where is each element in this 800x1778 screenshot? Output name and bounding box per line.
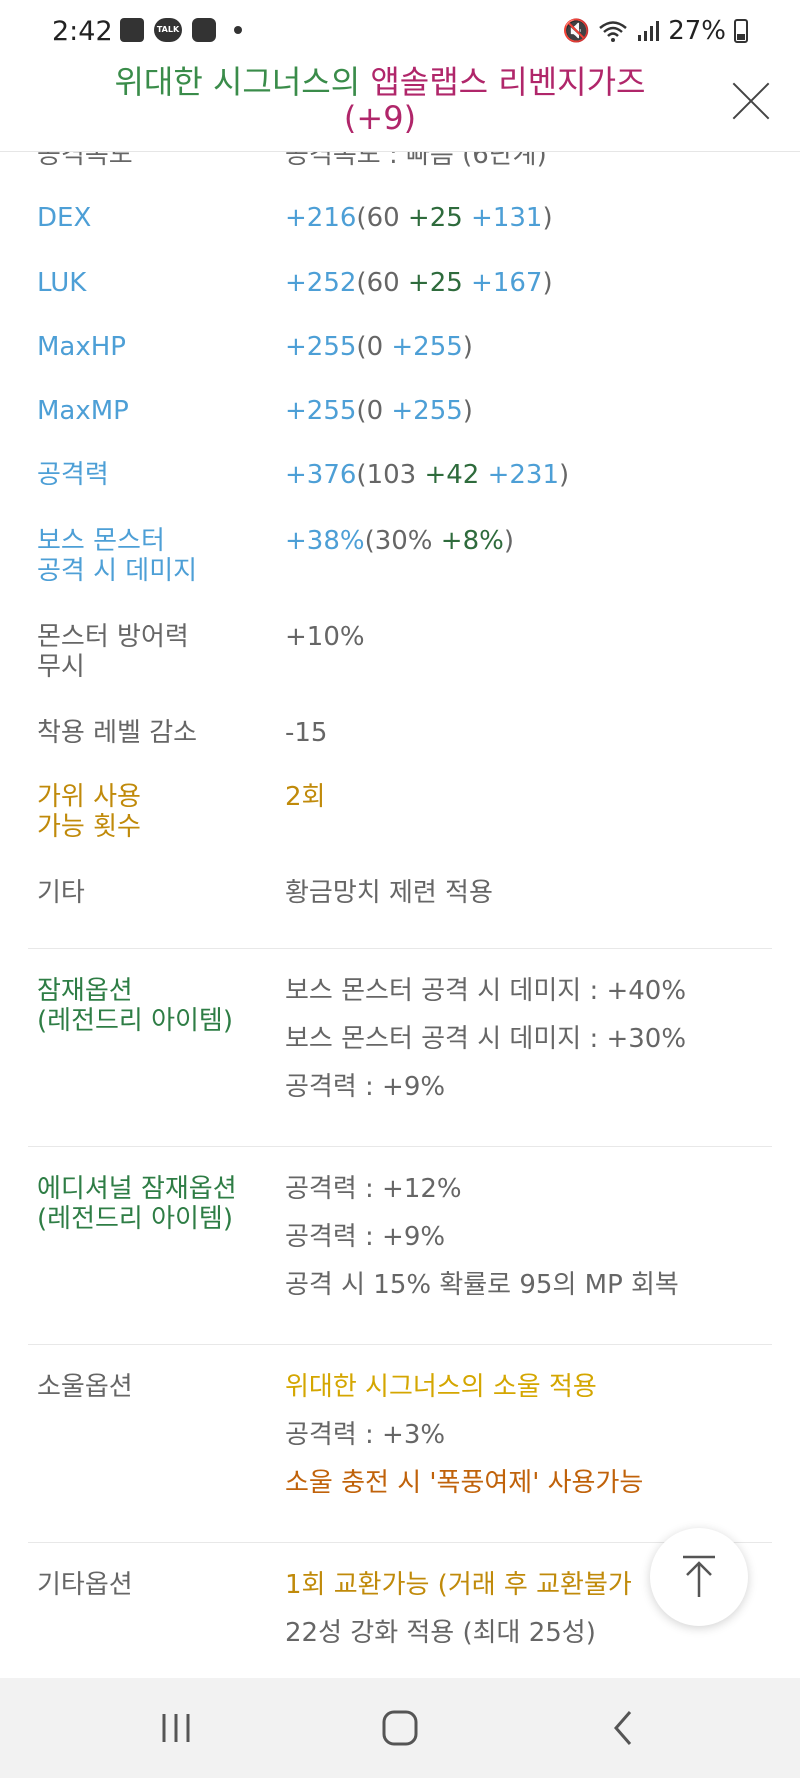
divider	[28, 948, 772, 949]
stat-total: +252	[285, 268, 357, 298]
scroll-to-top-button[interactable]	[650, 1528, 748, 1626]
system-icons: 🔇 27%	[563, 16, 748, 46]
stat-label: MaxMP	[37, 396, 129, 426]
stat-close: )	[542, 203, 553, 233]
stat-enhance: +131	[462, 203, 543, 233]
stat-value: -15	[285, 718, 328, 748]
stat-total: +38%	[285, 526, 365, 556]
stat-label: DEX	[37, 203, 92, 233]
stat-base: (0	[356, 332, 392, 362]
item-header: 위대한 시그너스의 앱솔랩스 리벤지가즈 (+9)	[0, 64, 800, 152]
soul-name: 위대한 시그너스의 소울 적용	[285, 1372, 597, 1402]
stat-label: LUK	[37, 268, 87, 298]
stat-close: )	[462, 396, 473, 426]
starforce-info: 22성 강화 적용 (최대 25성)	[285, 1618, 596, 1648]
additional-potential-values: 공격력 : +12% 공격력 : +9% 공격 시 15% 확률로 95의 MP…	[285, 1174, 785, 1318]
additional-potential-line: 공격력 : +9%	[285, 1222, 446, 1252]
arrow-up-icon	[683, 1555, 715, 1597]
other-options-values: 1회 교환가능 (거래 후 교환불가 22성 강화 적용 (최대 25성)	[285, 1570, 785, 1666]
stat-close: )	[503, 526, 514, 556]
stat-label: MaxHP	[37, 332, 126, 362]
stat-label: 가위 사용 가능 횟수	[37, 782, 141, 842]
additional-potential-line: 공격력 : +12%	[285, 1174, 462, 1204]
item-detail-content: 공격속도 공격속도 : 빠름 (6단계) DEX +216(60 +25 +13…	[0, 152, 800, 1678]
soul-stat: 공격력 : +3%	[285, 1420, 446, 1450]
stat-total: +376	[285, 460, 357, 490]
potential-label: 잠재옵션 (레전드리 아이템)	[37, 976, 233, 1036]
stat-close: )	[559, 460, 570, 490]
system-nav-bar	[0, 1678, 800, 1778]
stat-base: (0	[356, 396, 392, 426]
status-time: 2:42	[52, 16, 113, 47]
notification-icons: TALK	[120, 18, 242, 42]
item-title-enhance: (+9)	[343, 99, 417, 137]
stat-total: +255	[285, 332, 357, 362]
stat-base: (103	[356, 460, 425, 490]
mute-icon: 🔇	[562, 18, 591, 44]
stat-base: (30%	[364, 526, 441, 556]
stat-value: 황금망치 제련 적용	[285, 878, 493, 908]
stat-flame: +42	[424, 460, 480, 490]
message-icon	[192, 18, 216, 42]
potential-line: 보스 몬스터 공격 시 데미지 : +30%	[285, 1024, 687, 1054]
divider	[28, 1542, 772, 1543]
other-options-label: 기타옵션	[37, 1570, 133, 1600]
additional-potential-line: 공격 시 15% 확률로 95의 MP 회복	[285, 1270, 679, 1300]
recent-apps-icon[interactable]	[156, 1708, 196, 1748]
wifi-icon	[599, 21, 628, 42]
kakaotalk-icon: TALK	[154, 18, 182, 42]
item-title: 위대한 시그너스의 앱솔랩스 리벤지가즈 (+9)	[70, 64, 690, 136]
stat-enhance: +255	[391, 396, 463, 426]
stat-enhance: +231	[479, 460, 560, 490]
soul-label: 소울옵션	[37, 1372, 133, 1402]
home-icon[interactable]	[380, 1708, 420, 1748]
stat-value: +255(0 +255)	[285, 396, 785, 426]
more-notifications-icon	[234, 26, 242, 34]
soul-skill: 소울 충전 시 '폭풍여제' 사용가능	[285, 1468, 644, 1498]
stat-enhance: +255	[391, 332, 463, 362]
battery-icon	[734, 19, 748, 43]
stat-label: 몬스터 방어력 무시	[37, 622, 189, 682]
stat-label: 기타	[37, 878, 85, 908]
additional-potential-label: 에디셔널 잠재옵션 (레전드리 아이템)	[37, 1174, 237, 1234]
stat-value: 공격속도 : 빠름 (6단계)	[285, 152, 547, 170]
trade-info: 1회 교환가능 (거래 후 교환불가	[285, 1570, 632, 1600]
status-bar: 2:42 TALK 🔇 27%	[0, 0, 800, 64]
divider	[28, 1146, 772, 1147]
potential-line: 보스 몬스터 공격 시 데미지 : +40%	[285, 976, 687, 1006]
stat-base: (60	[356, 203, 408, 233]
back-icon[interactable]	[604, 1708, 644, 1748]
potential-line: 공격력 : +9%	[285, 1072, 446, 1102]
item-title-name: 앱솔랩스 리벤지가즈	[370, 63, 646, 101]
soul-values: 위대한 시그너스의 소울 적용 공격력 : +3% 소울 충전 시 '폭풍여제'…	[285, 1372, 785, 1516]
signal-icon	[638, 21, 660, 41]
stat-base: (60	[356, 268, 408, 298]
stat-flame: +8%	[440, 526, 504, 556]
stat-value: +252(60 +25 +167)	[285, 268, 785, 298]
item-title-prefix: 위대한 시그너스의	[114, 63, 361, 101]
stat-value: +255(0 +255)	[285, 332, 785, 362]
stat-value: +216(60 +25 +131)	[285, 203, 785, 233]
stat-total: +216	[285, 203, 357, 233]
stat-flame: +25	[407, 203, 463, 233]
divider	[28, 1344, 772, 1345]
stat-enhance: +167	[462, 268, 543, 298]
stat-value: +376(103 +42 +231)	[285, 460, 785, 490]
stat-value: 2회	[285, 782, 326, 812]
stat-close: )	[542, 268, 553, 298]
stat-close: )	[462, 332, 473, 362]
close-button[interactable]	[728, 78, 774, 124]
stat-total: +255	[285, 396, 357, 426]
battery-percent: 27%	[668, 16, 726, 46]
stat-value: +38%(30% +8%)	[285, 526, 785, 556]
potential-values: 보스 몬스터 공격 시 데미지 : +40% 보스 몬스터 공격 시 데미지 :…	[285, 976, 785, 1120]
stat-label: 보스 몬스터 공격 시 데미지	[37, 526, 198, 586]
stat-value: +10%	[285, 622, 365, 652]
stat-label: 공격력	[37, 460, 109, 490]
stat-label: 공격속도	[37, 152, 133, 170]
stat-label: 착용 레벨 감소	[37, 718, 198, 748]
gallery-icon	[120, 18, 144, 42]
stat-flame: +25	[407, 268, 463, 298]
